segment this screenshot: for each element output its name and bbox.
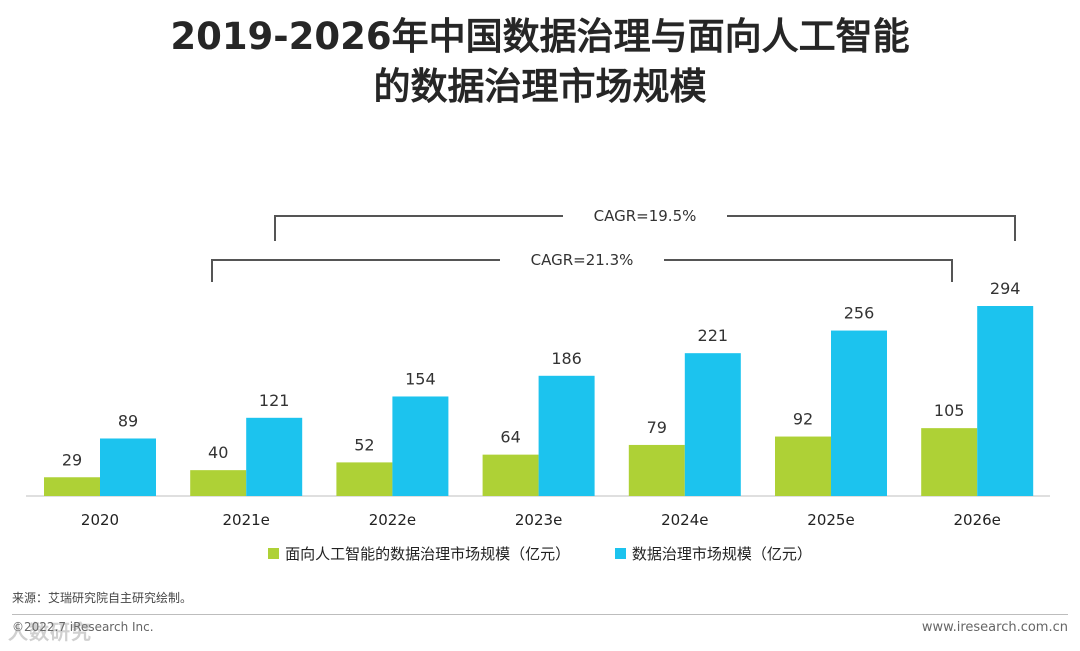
data-label-total-2022e: 154 bbox=[405, 369, 436, 388]
chart-title-line-1: 2019-2026年中国数据治理与面向人工智能 bbox=[170, 15, 910, 58]
bar-total-2025e bbox=[831, 330, 887, 496]
x-tick-2023e: 2023e bbox=[515, 511, 562, 529]
legend-item-ai: 面向人工智能的数据治理市场规模（亿元） bbox=[268, 543, 570, 564]
data-label-total-2024e: 221 bbox=[698, 326, 729, 345]
bar-ai-2022e bbox=[336, 462, 393, 496]
legend-label-total: 数据治理市场规模（亿元） bbox=[631, 545, 812, 563]
data-label-ai-2026e: 105 bbox=[934, 401, 965, 420]
data-label-total-2021e: 121 bbox=[259, 391, 290, 410]
data-label-total-2020: 89 bbox=[118, 411, 138, 430]
data-label-ai-2022e: 52 bbox=[354, 435, 374, 454]
x-tick-2022e: 2022e bbox=[369, 511, 416, 529]
x-tick-2021e: 2021e bbox=[222, 511, 269, 529]
footer-divider bbox=[12, 614, 1068, 615]
legend-label-ai: 面向人工智能的数据治理市场规模（亿元） bbox=[285, 545, 571, 563]
x-tick-2026e: 2026e bbox=[953, 511, 1000, 529]
watermark: 人数研究 bbox=[8, 620, 92, 644]
data-label-ai-2025e: 92 bbox=[793, 410, 813, 429]
bar-total-2024e bbox=[684, 353, 741, 496]
website-link[interactable]: www.iresearch.com.cn bbox=[921, 620, 1068, 635]
bar-ai-2020 bbox=[44, 477, 100, 496]
chart-title-line-2: 的数据治理市场规模 bbox=[373, 65, 707, 108]
bar-total-2022e bbox=[392, 396, 449, 496]
bar-total-2020 bbox=[100, 438, 156, 496]
x-tick-2024e: 2024e bbox=[661, 511, 708, 529]
legend-swatch-ai bbox=[268, 548, 280, 559]
data-label-total-2026e: 294 bbox=[990, 279, 1021, 298]
x-tick-2020: 2020 bbox=[81, 511, 119, 529]
data-label-ai-2024e: 79 bbox=[647, 418, 667, 437]
copyright: ©2022.7 iResearch Inc. bbox=[12, 620, 154, 634]
cagr-label-2: CAGR=21.3% bbox=[531, 251, 634, 269]
data-label-total-2025e: 256 bbox=[844, 304, 875, 323]
data-label-total-2023e: 186 bbox=[551, 349, 582, 368]
bar-ai-2025e bbox=[775, 436, 831, 496]
legend-item-total: 数据治理市场规模（亿元） bbox=[614, 543, 812, 564]
bar-total-2026e bbox=[977, 306, 1034, 496]
bar-ai-2021e bbox=[190, 470, 247, 496]
bar-total-2021e bbox=[246, 417, 303, 496]
bar-ai-2026e bbox=[921, 428, 978, 496]
legend-swatch-total bbox=[614, 548, 626, 559]
bar-ai-2024e bbox=[628, 444, 685, 496]
data-label-ai-2020: 29 bbox=[62, 450, 82, 469]
bar-ai-2023e bbox=[482, 454, 539, 496]
data-label-ai-2021e: 40 bbox=[208, 443, 228, 462]
bar-total-2023e bbox=[538, 375, 595, 496]
x-tick-2025e: 2025e bbox=[807, 511, 854, 529]
chart-title: 2019-2026年中国数据治理与面向人工智能 的数据治理市场规模 bbox=[0, 12, 1080, 112]
cagr-bracket-1 bbox=[274, 215, 1016, 241]
cagr-bracket-2 bbox=[211, 259, 953, 282]
legend: 面向人工智能的数据治理市场规模（亿元） 数据治理市场规模（亿元） bbox=[0, 543, 1080, 564]
data-label-ai-2023e: 64 bbox=[500, 428, 520, 447]
source-note: 来源：艾瑞研究院自主研究绘制。 bbox=[12, 591, 193, 605]
cagr-label-1: CAGR=19.5% bbox=[594, 207, 697, 225]
